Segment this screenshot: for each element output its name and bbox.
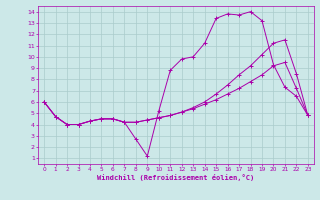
- X-axis label: Windchill (Refroidissement éolien,°C): Windchill (Refroidissement éolien,°C): [97, 174, 255, 181]
